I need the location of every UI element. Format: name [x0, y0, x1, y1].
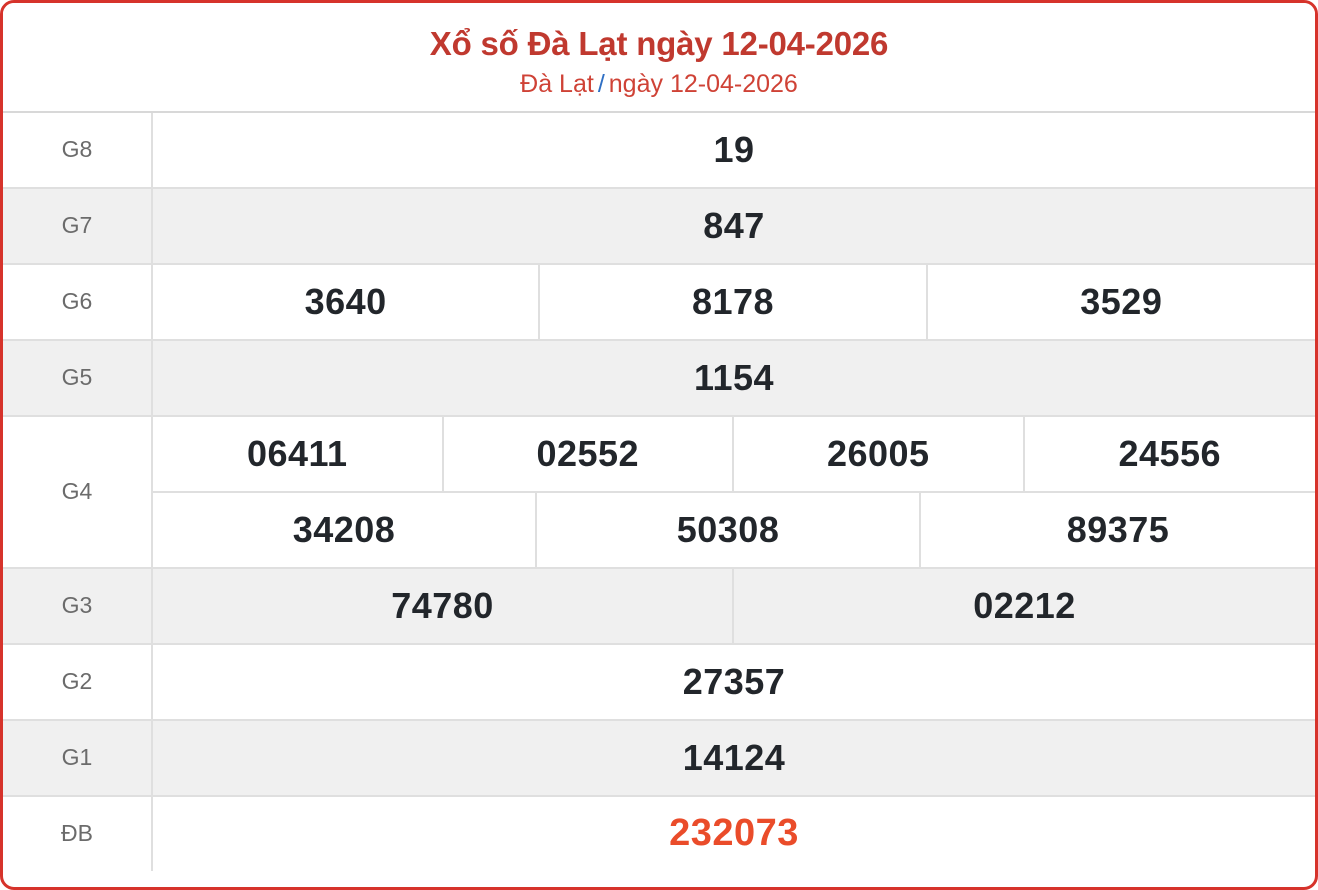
- prize-number: 06411: [153, 416, 444, 491]
- prize-row: G1 14124: [3, 720, 1315, 797]
- prize-number: 19: [713, 128, 755, 170]
- prize-value-line: 27357: [153, 645, 1315, 719]
- results-table: G8 19 G7 847 G6 3640 8178 3529 G5 1154 G4 06411 0255…: [3, 112, 1315, 887]
- prize-label: G4: [3, 416, 153, 567]
- prize-label: ĐB: [3, 796, 153, 871]
- prize-values: 19: [153, 113, 1315, 187]
- prize-label: G8: [3, 112, 153, 187]
- prize-number: 24556: [1118, 432, 1222, 474]
- prize-number: 3640: [153, 264, 541, 339]
- prize-values: 27357: [153, 645, 1315, 719]
- prize-values: 06411 02552 26005 24556 34208 50308 89375: [153, 416, 1315, 567]
- prize-values: 3640 8178 3529: [153, 264, 1315, 339]
- prize-value-line: 19: [153, 113, 1315, 187]
- prize-label: G6: [3, 264, 153, 339]
- prize-number: 02212: [973, 584, 1076, 626]
- prize-label: G5: [3, 340, 153, 415]
- subtitle-date: ngày 12-04-2026: [608, 69, 798, 98]
- card-subtitle: Đà Lạt / ngày 12-04-2026: [13, 69, 1305, 101]
- prize-values: 14124: [153, 721, 1315, 795]
- prize-label: G3: [3, 568, 153, 643]
- prize-number: 26005: [734, 416, 1025, 491]
- prize-number: 3529: [1080, 280, 1163, 322]
- prize-values: 74780 02212: [153, 568, 1315, 643]
- prize-number: 50308: [537, 492, 922, 567]
- prize-values: 1154: [153, 341, 1315, 415]
- prize-number: 8178: [540, 264, 928, 339]
- prize-value-line: 14124: [153, 721, 1315, 795]
- prize-number: 02552: [444, 416, 734, 491]
- prize-value-line: 1154: [153, 341, 1315, 415]
- prize-number: 14124: [682, 736, 786, 778]
- special-prize-number: 232073: [669, 812, 799, 855]
- prize-value-line: 847: [153, 189, 1315, 263]
- card-header: Xổ số Đà Lạt ngày 12-04-2026 Đà Lạt / ngày…: [3, 3, 1315, 113]
- prize-value-line: 74780 02212: [153, 568, 1315, 643]
- prize-label: G7: [3, 188, 153, 263]
- prize-label: G1: [3, 720, 153, 795]
- prize-value-line: 232073: [153, 797, 1315, 871]
- subtitle-separator: /: [597, 69, 605, 98]
- prize-value-line: 06411 02552 26005 24556: [153, 416, 1315, 493]
- prize-values: 847: [153, 189, 1315, 263]
- prize-row: G8 19: [3, 112, 1315, 189]
- prize-number: 74780: [153, 568, 734, 643]
- prize-row: G2 27357: [3, 644, 1315, 721]
- prize-row: G6 3640 8178 3529: [3, 264, 1315, 341]
- prize-number: 27357: [682, 660, 786, 702]
- prize-number: 847: [703, 204, 765, 246]
- subtitle-region: Đà Lạt: [520, 69, 594, 98]
- prize-row: ĐB 232073: [3, 796, 1315, 871]
- prize-row: G5 1154: [3, 340, 1315, 417]
- prize-row: G4 06411 02552 26005 24556 34208 50308 89375: [3, 416, 1315, 569]
- prize-row: G3 74780 02212: [3, 568, 1315, 645]
- page-title: Xổ số Đà Lạt ngày 12-04-2026: [429, 25, 889, 62]
- prize-values: 232073: [153, 797, 1315, 871]
- prize-row: G7 847: [3, 188, 1315, 265]
- prize-label: G2: [3, 644, 153, 719]
- prize-value-line: 34208 50308 89375: [153, 492, 1315, 567]
- prize-number: 1154: [693, 356, 775, 398]
- prize-number: 34208: [153, 492, 538, 567]
- prize-number: 89375: [1066, 508, 1170, 550]
- prize-value-line: 3640 8178 3529: [153, 264, 1315, 339]
